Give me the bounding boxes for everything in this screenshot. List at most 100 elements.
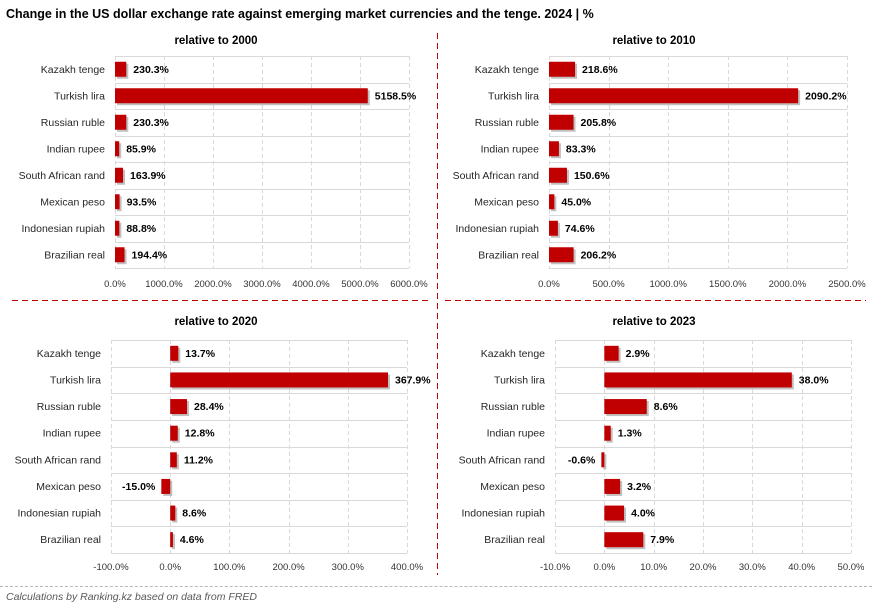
data-label: 218.6% <box>582 64 618 76</box>
x-tick-label: 20.0% <box>690 562 717 573</box>
bar <box>170 399 188 415</box>
bar <box>604 345 619 361</box>
bar-shadow <box>603 454 607 470</box>
source-note: Calculations by Ranking.kz based on data… <box>6 591 257 603</box>
category-label: South African rand <box>459 454 546 466</box>
bar <box>549 88 799 104</box>
category-label: Kazakh tenge <box>475 64 539 76</box>
x-tick-label: 200.0% <box>272 562 305 573</box>
bar <box>549 141 559 157</box>
category-label: Mexican peso <box>40 196 105 208</box>
category-label: Indonesian rupiah <box>456 223 540 235</box>
category-label: South African rand <box>15 454 102 466</box>
category-label: Brazilian real <box>40 534 101 546</box>
bar <box>170 452 177 468</box>
data-label: 4.6% <box>180 534 205 546</box>
x-tick-label: 2000.0% <box>769 279 807 290</box>
bar <box>115 88 368 104</box>
bar <box>115 61 127 77</box>
data-label: 4.0% <box>631 508 656 520</box>
category-label: Indonesian rupiah <box>22 223 106 235</box>
bar <box>601 452 605 468</box>
category-label: Turkish lira <box>54 90 105 102</box>
category-label: Indian rupee <box>487 428 546 440</box>
chart-panel-4: relative to 2023 -10.0% 0.0% 10.0% 20.0% 30.0… <box>459 316 865 573</box>
data-label: 28.4% <box>194 401 224 413</box>
bar <box>161 478 171 494</box>
x-tick-label: 4000.0% <box>292 279 330 290</box>
data-label: 12.8% <box>185 428 215 440</box>
data-label: 194.4% <box>132 249 168 261</box>
category-label: Turkish lira <box>494 374 545 386</box>
category-label: Brazilian real <box>44 249 105 261</box>
data-label: 45.0% <box>561 196 591 208</box>
bar <box>604 505 625 521</box>
x-tick-label: 0.0% <box>159 562 181 573</box>
data-label: 3.2% <box>627 481 652 493</box>
category-label: Russian ruble <box>41 117 105 129</box>
bar <box>170 372 388 388</box>
bar <box>549 114 574 130</box>
data-label: 7.9% <box>650 534 675 546</box>
bar <box>115 194 120 210</box>
bar <box>170 425 178 441</box>
category-label: Indian rupee <box>481 143 540 155</box>
data-label: -0.6% <box>568 454 596 466</box>
chart-panel-3: relative to 2020 -100.0% 0.0% 100.0% 200.0% 3… <box>15 316 432 573</box>
data-label: 13.7% <box>185 348 215 360</box>
category-label: Russian ruble <box>37 401 101 413</box>
category-label: Russian ruble <box>475 117 539 129</box>
data-label: 83.3% <box>566 143 596 155</box>
data-label: 150.6% <box>574 170 610 182</box>
data-label: 8.6% <box>654 401 679 413</box>
data-label: 11.2% <box>184 454 214 466</box>
data-label: 367.9% <box>395 374 431 386</box>
x-tick-label: 50.0% <box>838 562 865 573</box>
category-label: Indian rupee <box>43 428 102 440</box>
x-tick-label: 1000.0% <box>145 279 183 290</box>
category-label: Turkish lira <box>50 374 101 386</box>
bar <box>604 425 611 441</box>
bar <box>115 167 124 183</box>
bar <box>170 505 176 521</box>
data-label: 74.6% <box>565 223 595 235</box>
category-label: Indonesian rupiah <box>18 508 102 520</box>
category-label: Kazakh tenge <box>41 64 105 76</box>
x-tick-label: 2000.0% <box>194 279 232 290</box>
category-label: Turkish lira <box>488 90 539 102</box>
bar <box>604 532 644 548</box>
bar <box>115 220 120 236</box>
bar <box>604 372 792 388</box>
bar <box>115 114 127 130</box>
data-label: 2090.2% <box>805 90 847 102</box>
x-tick-label: 30.0% <box>739 562 766 573</box>
bar <box>549 167 567 183</box>
bar <box>549 194 555 210</box>
x-tick-label: 500.0% <box>592 279 625 290</box>
category-label: Mexican peso <box>480 481 545 493</box>
bar <box>549 247 574 263</box>
x-tick-label: 100.0% <box>213 562 246 573</box>
category-label: South African rand <box>19 170 106 182</box>
chart-panel-2: relative to 2010 0.0% 500.0% 1000.0% 1500.0%… <box>453 35 867 290</box>
bar <box>115 141 120 157</box>
category-label: Kazakh tenge <box>481 348 545 360</box>
data-label: 8.6% <box>182 508 207 520</box>
x-tick-label: 6000.0% <box>390 279 428 290</box>
category-label: Mexican peso <box>36 481 101 493</box>
data-label: 5158.5% <box>375 90 417 102</box>
x-tick-label: 40.0% <box>788 562 815 573</box>
page-title: Change in the US dollar exchange rate ag… <box>6 7 594 21</box>
category-label: Russian ruble <box>481 401 545 413</box>
category-label: Indonesian rupiah <box>462 508 546 520</box>
data-label: 93.5% <box>127 196 157 208</box>
footer-divider <box>0 586 872 587</box>
bar <box>115 247 125 263</box>
bar <box>170 345 179 361</box>
data-label: 163.9% <box>130 170 166 182</box>
x-tick-label: 0.0% <box>538 279 560 290</box>
data-label: -15.0% <box>122 481 156 493</box>
data-label: 230.3% <box>133 64 169 76</box>
x-tick-label: -10.0% <box>540 562 571 573</box>
x-tick-label: 3000.0% <box>243 279 281 290</box>
